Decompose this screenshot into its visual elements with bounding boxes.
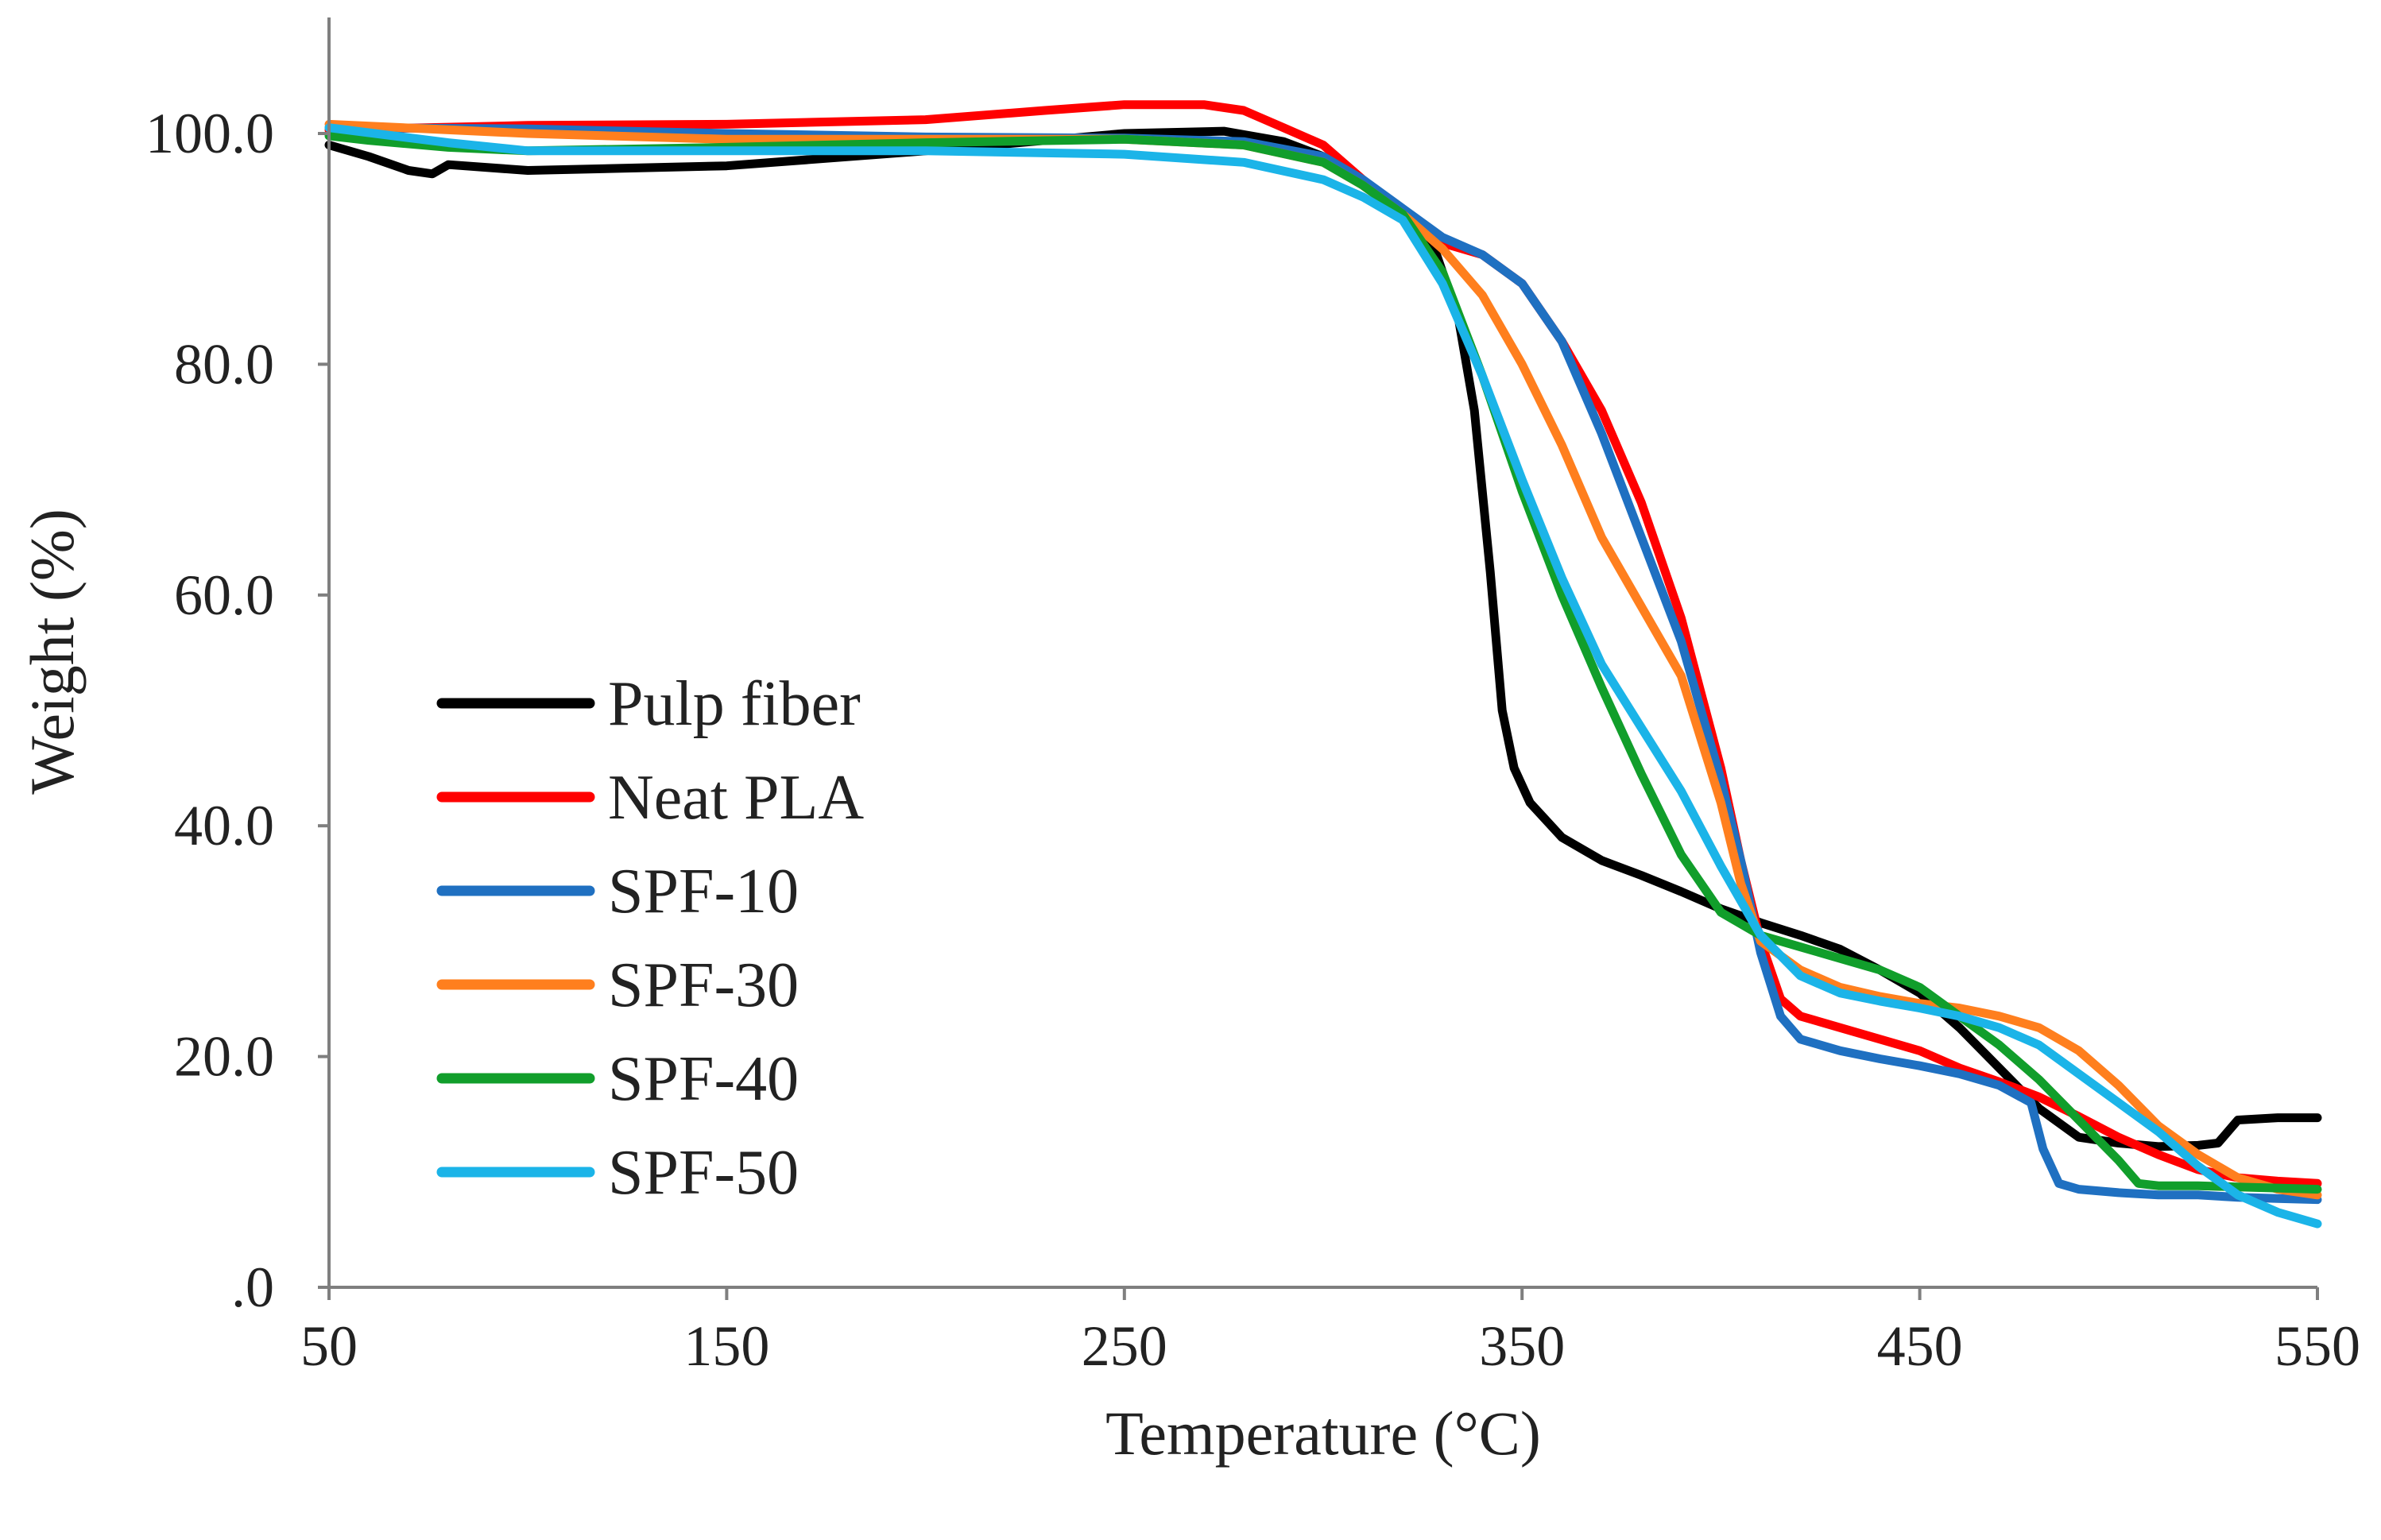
series-line-spf-50 <box>324 123 2322 1229</box>
y-axis-ticks: .0 20.0 40.0 60.0 80.0 100.0 <box>145 102 329 1319</box>
x-tick-label: 50 <box>300 1314 358 1378</box>
legend-label-spf-10: SPF-10 <box>608 857 799 927</box>
legend-label-spf-50: SPF-50 <box>608 1138 799 1208</box>
legend-label-neat-pla: Neat PLA <box>608 763 864 833</box>
x-tick-label: 450 <box>1877 1314 1963 1378</box>
series-line-spf-40 <box>324 131 2322 1194</box>
x-tick-label: 550 <box>2275 1314 2360 1378</box>
y-tick-label: .0 <box>231 1256 274 1319</box>
y-tick-label: 40.0 <box>174 794 274 857</box>
plot-series-group <box>324 100 2322 1229</box>
legend-label-pulp-fiber: Pulp fiber <box>608 669 861 739</box>
y-tick-label: 80.0 <box>174 332 274 396</box>
y-tick-label: 20.0 <box>174 1025 274 1089</box>
y-tick-label: 60.0 <box>174 563 274 627</box>
y-tick-label: 100.0 <box>145 102 274 165</box>
x-axis-ticks: 50 150 250 350 450 550 <box>300 1287 2360 1378</box>
legend-label-spf-30: SPF-30 <box>608 950 799 1020</box>
x-tick-label: 350 <box>1479 1314 1565 1378</box>
y-axis-title: Weight (%) <box>17 509 87 795</box>
x-tick-label: 150 <box>683 1314 769 1378</box>
legend-label-spf-40: SPF-40 <box>608 1044 799 1114</box>
x-axis-title: Temperature (°C) <box>1105 1399 1541 1468</box>
legend: Pulp fiber Neat PLA SPF-10 SPF-30 SPF-40 SPF-… <box>436 669 864 1208</box>
x-tick-label: 250 <box>1082 1314 1167 1378</box>
